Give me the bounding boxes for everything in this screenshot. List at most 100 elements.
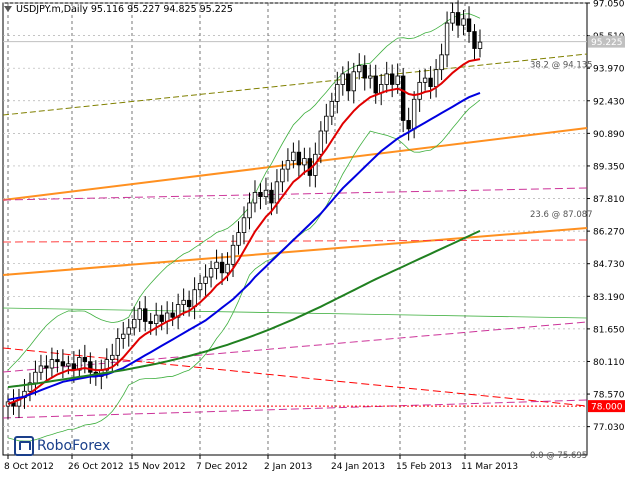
candle-body[interactable] bbox=[477, 41, 483, 49]
candle-body[interactable] bbox=[214, 261, 219, 269]
candle-body[interactable] bbox=[428, 77, 433, 87]
candle-body[interactable] bbox=[181, 299, 186, 305]
trend-line-magenta-1[interactable] bbox=[2, 321, 588, 373]
trend-line-support[interactable] bbox=[2, 347, 588, 407]
moving-average-line-2[interactable] bbox=[7, 91, 481, 401]
fib-level-label: 23.6 @ 87.087 bbox=[530, 210, 593, 220]
candle-body[interactable] bbox=[373, 75, 378, 94]
candle-body[interactable] bbox=[280, 168, 285, 183]
candle-body[interactable] bbox=[417, 81, 422, 100]
candle-body[interactable] bbox=[159, 314, 164, 322]
y-axis-tick-label: 87.810 bbox=[593, 195, 625, 205]
candle-body[interactable] bbox=[406, 120, 411, 130]
candle-body[interactable] bbox=[269, 189, 274, 204]
candle-body[interactable] bbox=[411, 98, 417, 130]
channel-line-upper[interactable] bbox=[2, 127, 588, 201]
candle-body[interactable] bbox=[49, 359, 55, 369]
candle-body[interactable] bbox=[329, 100, 335, 117]
candle-body[interactable] bbox=[143, 308, 148, 322]
candle-body[interactable] bbox=[389, 73, 395, 85]
price-flag-label: 78.000 bbox=[591, 403, 623, 413]
candle-body[interactable] bbox=[252, 191, 258, 204]
candle-body[interactable] bbox=[439, 54, 444, 71]
candle-body[interactable] bbox=[384, 73, 389, 85]
candle-body[interactable] bbox=[395, 75, 400, 85]
trend-line-magenta-3[interactable] bbox=[2, 187, 588, 201]
trend-line-red-mid[interactable] bbox=[2, 239, 588, 243]
trend-line-green[interactable] bbox=[2, 307, 588, 319]
y-axis-tick-label: 81.650 bbox=[593, 325, 625, 335]
candle-body[interactable] bbox=[38, 365, 44, 373]
candle-body[interactable] bbox=[115, 338, 120, 356]
candle-body[interactable] bbox=[247, 202, 252, 219]
candle-body[interactable] bbox=[225, 263, 230, 274]
candle-body[interactable] bbox=[422, 77, 428, 83]
candle-body[interactable] bbox=[455, 12, 461, 26]
candle-body[interactable] bbox=[170, 312, 175, 318]
candle-body[interactable] bbox=[208, 268, 214, 278]
candle-body[interactable] bbox=[88, 361, 93, 373]
candle-body[interactable] bbox=[203, 276, 208, 284]
candle-body[interactable] bbox=[302, 158, 307, 166]
x-axis-tick-label: 7 Dec 2012 bbox=[196, 462, 248, 472]
candle-body[interactable] bbox=[219, 261, 225, 274]
trend-line-magenta-2[interactable] bbox=[2, 399, 588, 419]
candle-body[interactable] bbox=[340, 73, 345, 85]
candle-body[interactable] bbox=[110, 354, 115, 360]
x-axis-tick-label: 15 Nov 2012 bbox=[128, 462, 186, 472]
candle-body[interactable] bbox=[77, 357, 82, 371]
candle-body[interactable] bbox=[335, 84, 340, 102]
candle-body[interactable] bbox=[263, 189, 269, 198]
candle-body[interactable] bbox=[274, 181, 280, 204]
candle-body[interactable] bbox=[230, 244, 236, 265]
candle-body[interactable] bbox=[472, 31, 477, 49]
candle-body[interactable] bbox=[55, 359, 60, 363]
candle-body[interactable] bbox=[362, 65, 367, 79]
candle-body[interactable] bbox=[197, 282, 203, 291]
candle-body[interactable] bbox=[137, 308, 142, 320]
channel-line-lower[interactable] bbox=[2, 227, 588, 276]
y-axis-tick-label: 86.270 bbox=[593, 228, 625, 238]
candle-body[interactable] bbox=[60, 361, 66, 367]
candle-body[interactable] bbox=[148, 321, 153, 324]
candle-body[interactable] bbox=[346, 73, 351, 92]
candle-body[interactable] bbox=[461, 18, 466, 26]
candle-body[interactable] bbox=[66, 363, 71, 367]
candle-body[interactable] bbox=[296, 151, 302, 166]
candle-body[interactable] bbox=[104, 359, 109, 371]
candle-body[interactable] bbox=[241, 217, 247, 233]
candle-body[interactable] bbox=[82, 357, 88, 363]
candle-body[interactable] bbox=[33, 371, 38, 384]
candle-body[interactable] bbox=[236, 232, 241, 246]
candle-body[interactable] bbox=[126, 327, 131, 335]
candle-body[interactable] bbox=[444, 22, 450, 56]
candle-body[interactable] bbox=[400, 75, 406, 121]
candle-body[interactable] bbox=[433, 69, 439, 87]
y-axis-tick-label: 97.050 bbox=[593, 0, 625, 10]
candle-body[interactable] bbox=[351, 71, 356, 92]
candle-body[interactable] bbox=[121, 333, 126, 339]
candle-body[interactable] bbox=[258, 191, 263, 198]
roboforex-logo-icon bbox=[14, 436, 34, 456]
trend-line-resistance[interactable] bbox=[2, 53, 588, 116]
candle-body[interactable] bbox=[132, 318, 137, 329]
moving-average-line-3[interactable] bbox=[7, 229, 481, 389]
candle-body[interactable] bbox=[192, 289, 197, 308]
candle-body[interactable] bbox=[466, 18, 472, 32]
candle-body[interactable] bbox=[186, 299, 192, 308]
candle-body[interactable] bbox=[153, 314, 159, 324]
candle-body[interactable] bbox=[285, 160, 291, 170]
candle-body[interactable] bbox=[44, 365, 49, 369]
candle-body[interactable] bbox=[368, 75, 373, 79]
candle-body[interactable] bbox=[450, 12, 455, 24]
candle-body[interactable] bbox=[291, 151, 296, 162]
candle-body[interactable] bbox=[318, 130, 324, 155]
candle-body[interactable] bbox=[324, 115, 329, 132]
roboforex-logo: RoboForex bbox=[14, 436, 110, 456]
candle-body[interactable] bbox=[27, 382, 33, 392]
candle-body[interactable] bbox=[357, 65, 362, 73]
x-axis-tick-label: 15 Feb 2013 bbox=[396, 462, 452, 472]
moving-average-line-1[interactable] bbox=[7, 58, 481, 405]
